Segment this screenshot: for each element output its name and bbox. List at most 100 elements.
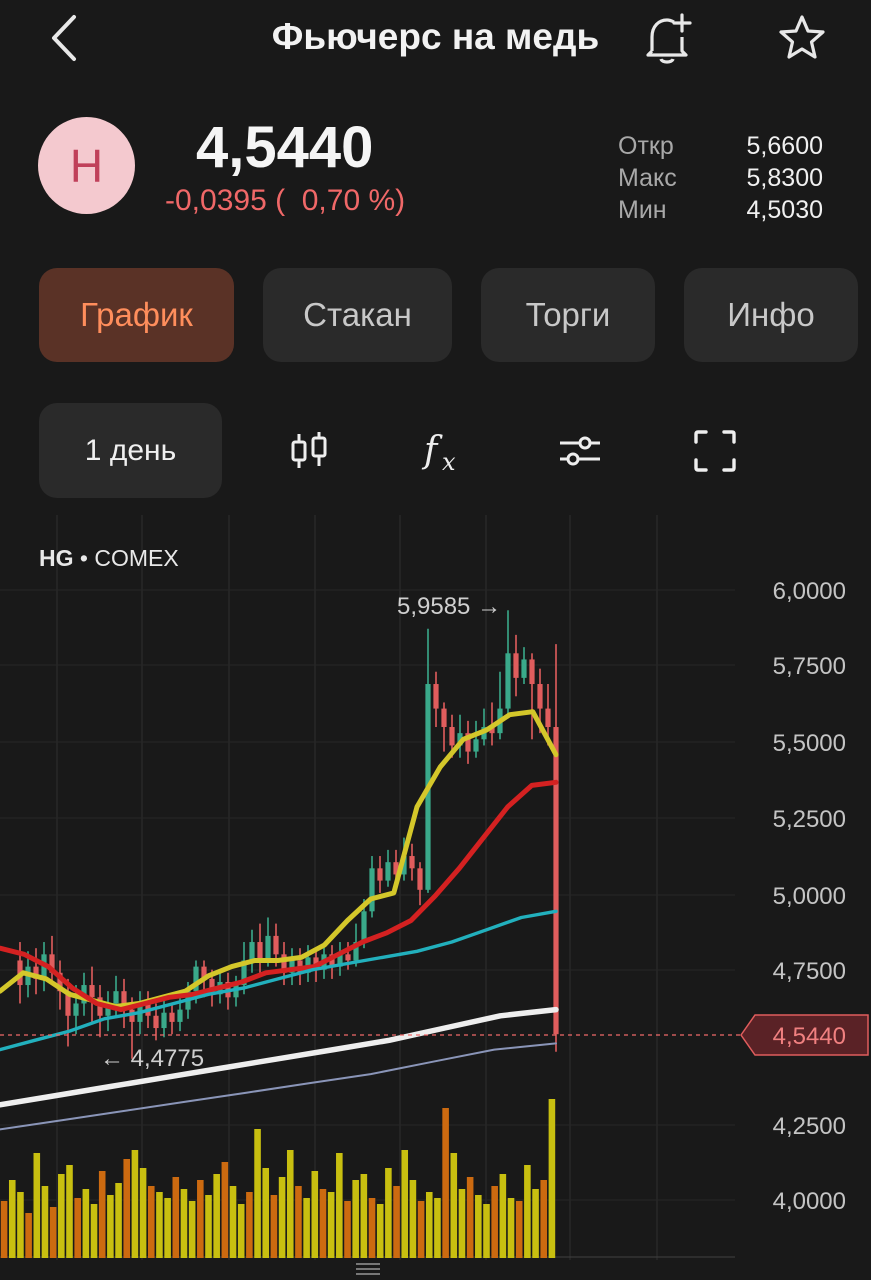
volume-bar xyxy=(229,1186,237,1258)
volume-bar xyxy=(147,1186,155,1258)
tab-chart[interactable]: График xyxy=(39,268,234,362)
y-tick-label: 5,0000 xyxy=(773,883,846,910)
y-tick-label: 5,2500 xyxy=(773,806,846,833)
avatar: Н xyxy=(38,117,135,214)
volume-bar xyxy=(344,1201,351,1258)
high-value: 5,8300 xyxy=(746,164,823,192)
candle-body xyxy=(369,868,375,912)
volume-bar xyxy=(409,1180,417,1258)
volume-bar xyxy=(491,1186,498,1258)
candle-body xyxy=(273,935,279,955)
moving-average-line xyxy=(0,779,559,1013)
volume-bar xyxy=(205,1195,212,1258)
volume-bar xyxy=(115,1183,122,1258)
candles-icon xyxy=(291,432,327,468)
candle-body xyxy=(89,985,95,998)
volume-bar xyxy=(262,1168,270,1258)
period-selector[interactable]: 1 день xyxy=(39,403,222,498)
candle-body xyxy=(209,978,215,995)
low-value: 4,5030 xyxy=(746,196,823,224)
favorite-button[interactable] xyxy=(772,8,832,68)
price-change: -0,0395 ( 0,70 %) xyxy=(165,184,406,217)
candle-body xyxy=(401,856,407,875)
back-button[interactable] xyxy=(35,8,95,68)
volume-bar xyxy=(434,1198,441,1258)
star-icon xyxy=(779,15,825,59)
volume-bar xyxy=(49,1207,57,1258)
candle-body xyxy=(169,1012,175,1022)
low-label: Мин xyxy=(618,196,667,224)
candle-body xyxy=(49,954,55,973)
y-tick-label: 4,0000 xyxy=(773,1188,846,1215)
volume-bar xyxy=(82,1189,90,1258)
volume-bar xyxy=(246,1192,253,1258)
candle-body xyxy=(377,868,383,881)
last-price: 4,5440 xyxy=(196,115,374,180)
indicators-button[interactable]: f x xyxy=(414,420,476,482)
volume-bar xyxy=(319,1189,327,1258)
volume-bar xyxy=(450,1153,458,1258)
chevron-left-icon xyxy=(52,15,76,61)
candle-body xyxy=(385,862,391,881)
candle-body xyxy=(417,868,423,890)
candle-body xyxy=(537,684,543,709)
volume-bar xyxy=(107,1195,114,1258)
candle-body xyxy=(113,991,119,1004)
volume-bar xyxy=(303,1198,310,1258)
volume-bar xyxy=(90,1204,98,1258)
candle-body xyxy=(177,1009,183,1022)
volume-bar xyxy=(131,1150,139,1258)
y-tick-label: 4,7500 xyxy=(773,958,846,985)
volume-bar xyxy=(188,1201,196,1258)
volume-bar xyxy=(237,1204,245,1258)
price-chart[interactable]: 5,9585 → ← 4,4775 6,0000 5,7500 5,5000 5,250… xyxy=(0,515,871,1260)
volume-bar xyxy=(311,1171,319,1258)
fullscreen-button[interactable] xyxy=(684,420,746,482)
tab-trades[interactable]: Торги xyxy=(481,268,655,362)
volume-bar xyxy=(475,1195,482,1258)
candle-body xyxy=(73,1003,79,1016)
exchange-name: • COMEX xyxy=(79,545,179,571)
candle-body xyxy=(449,727,455,746)
candle-body xyxy=(337,954,343,967)
tab-order-book[interactable]: Стакан xyxy=(263,268,452,362)
volume-bar xyxy=(515,1201,523,1258)
volume-bar xyxy=(221,1162,229,1258)
candle-body xyxy=(129,1009,135,1022)
low-marker-label: ← 4,4775 xyxy=(100,1045,204,1072)
drag-handle-icon[interactable] xyxy=(355,1262,381,1276)
candle-body xyxy=(265,935,271,961)
volume-bar xyxy=(336,1153,343,1258)
volume-bar xyxy=(532,1189,539,1258)
volume-bar xyxy=(458,1189,466,1258)
volume-bar xyxy=(58,1174,65,1258)
instrument-label: HG • COMEX xyxy=(39,545,179,572)
volume-bar xyxy=(466,1177,474,1258)
candle-body xyxy=(153,1015,159,1029)
open-label: Откр xyxy=(618,132,674,160)
chart-settings-button[interactable] xyxy=(549,420,611,482)
volume-bar xyxy=(41,1186,49,1258)
volume-bar xyxy=(524,1165,531,1258)
volume-bar xyxy=(139,1168,147,1258)
volume-bar xyxy=(425,1192,433,1258)
add-alert-button[interactable] xyxy=(637,8,697,68)
volume-bar xyxy=(393,1186,400,1258)
volume-bar xyxy=(286,1150,294,1258)
volume-bar xyxy=(327,1192,335,1258)
volume-bar xyxy=(376,1204,384,1258)
volume-bar xyxy=(548,1099,556,1258)
tab-info[interactable]: Инфо xyxy=(684,268,858,362)
last-price-tag-label: 4,5440 xyxy=(773,1023,846,1050)
candle-body xyxy=(241,960,247,986)
candle-body xyxy=(489,727,495,734)
high-marker-label: 5,9585 → xyxy=(397,593,501,620)
volume-bar xyxy=(98,1171,106,1258)
volume-bar xyxy=(8,1180,16,1258)
volume-bar xyxy=(213,1174,220,1258)
svg-text:f: f xyxy=(421,430,443,471)
volume-bar xyxy=(254,1129,261,1258)
chart-type-button[interactable] xyxy=(278,420,340,482)
candle-body xyxy=(329,954,335,967)
volume-bar xyxy=(483,1204,490,1258)
